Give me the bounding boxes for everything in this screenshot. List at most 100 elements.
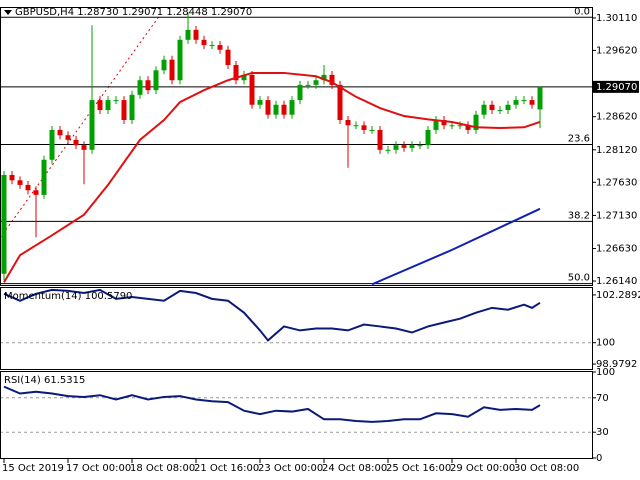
rsi-value: 61.5315 [44,375,85,386]
candle-body [9,174,15,181]
y-tick-label: 1.30110 [596,13,637,24]
candle-body [33,190,39,195]
candle-body [113,100,119,102]
candle-body [537,86,543,110]
x-tick-label: 17 Oct 00:00 [66,463,131,474]
momentum-name: Momentum(14) [4,291,82,302]
header-high: 1.29071 [122,7,163,18]
candle-body [425,129,431,146]
indicator-line [3,288,541,342]
candle-body [497,110,503,112]
x-tick-label: 21 Oct 16:00 [194,463,259,474]
candle-body [185,29,191,40]
fib-label: 23.6 [568,134,590,145]
candle-body [529,100,535,105]
x-tick-label: 30 Oct 08:00 [514,463,579,474]
x-tick-label: 25 Oct 16:00 [386,463,451,474]
candle-body [297,84,303,101]
x-tick-label: 24 Oct 08:00 [322,463,387,474]
candle-body [273,104,279,115]
marks: 0.0 23.6 38.2 50.0 [0,6,592,433]
candle-body [41,159,47,195]
candle-body [233,64,239,81]
candle-body [417,145,423,147]
y-tick-label: 100 [596,367,615,378]
y-tick-label: 1.28120 [596,145,637,156]
candle-body [97,100,103,111]
candle-body [73,139,79,146]
candle-body [169,59,175,81]
momentum-value: 100.5790 [85,291,133,302]
candle-body [505,104,511,111]
candle-body [217,45,223,50]
last-price-box [593,80,639,93]
candle-body [441,119,447,126]
y-tick-label: 30 [596,427,609,438]
x-tick-label: 18 Oct 08:00 [130,463,195,474]
candle-body [377,129,383,150]
candle-body [81,145,87,150]
candle-body [225,49,231,65]
x-tick-label: 29 Oct 00:00 [450,463,515,474]
header: GBPUSD,H4 1.28730 1.29071 1.28448 1.2907… [15,7,252,18]
candle-body [289,100,295,115]
y-tick-label: 0 [596,453,602,464]
y-tick-label: 1.26140 [596,276,637,287]
candle-body [481,104,487,115]
candle-body [105,100,111,111]
candle-body [153,70,159,91]
menu-icon [4,10,12,15]
candle-body [345,119,351,126]
candle-body [121,100,127,120]
main-frame [0,7,593,286]
candle-body [161,59,167,71]
candle-body [257,100,263,105]
candle-body [49,129,55,160]
indicator-line [371,207,541,286]
fib-label: 38.2 [568,210,590,221]
candle-body [129,94,135,120]
y-tick-label: 70 [596,393,609,404]
candle-body [449,125,455,127]
candle-body [513,100,519,105]
fib-label: 50.0 [568,273,590,284]
candle-body [433,119,439,130]
candle-body [521,100,527,102]
symbol: GBPUSD,H4 [15,7,74,18]
y-tick-label: 1.28620 [596,112,637,123]
candle-body [321,74,327,81]
y-tick-label: 1.26630 [596,244,637,255]
candle-body [209,45,215,47]
candle-body [337,84,343,120]
candle-body [25,184,31,191]
candle-body [281,104,287,115]
candle-body [465,125,471,130]
candle-body [65,135,71,140]
y-tick-label: 1.27630 [596,177,637,188]
momentum-label: Momentum(14) 100.5790 [4,291,132,302]
header-low: 1.28448 [166,7,207,18]
candle-body [89,100,95,150]
candle-body [369,129,375,131]
momentum-frame [0,287,593,370]
candle-body [137,80,143,95]
candle-body [473,114,479,130]
candle-body [177,39,183,81]
candle-body [241,74,247,81]
x-tick-label: 15 Oct 2019 [2,463,64,474]
trend-line [0,14,161,239]
header-open: 1.28730 [77,7,118,18]
candle-body [457,125,463,127]
candle-body [385,149,391,151]
header-close: 1.29070 [211,7,252,18]
y-tick-label: 102.2892 [596,290,640,301]
candle-body [313,80,319,85]
last-price-label: 1.29070 [596,82,637,93]
candle-body [1,174,7,274]
candle-body [489,104,495,111]
candle-body [353,125,359,127]
candle-body [145,80,151,91]
fib-label: 0.0 [574,6,590,17]
rsi-frame [0,371,593,459]
